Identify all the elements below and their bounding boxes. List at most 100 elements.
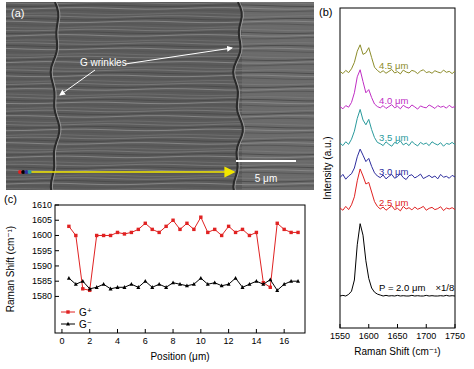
data-point <box>157 231 160 234</box>
series-line <box>340 70 455 109</box>
data-point <box>144 222 147 225</box>
x-tick <box>228 329 229 333</box>
series-label: 4.0 μm <box>379 95 408 106</box>
x-tick-label: 10 <box>196 336 206 346</box>
data-point <box>296 231 299 234</box>
sem-stripe <box>6 89 314 91</box>
sem-stripe <box>6 151 314 153</box>
sem-texture <box>6 2 314 190</box>
x-tick <box>145 329 146 333</box>
legend-marker <box>66 322 70 326</box>
data-point <box>282 282 286 286</box>
x-tick-label: 1650 <box>387 331 407 341</box>
data-point <box>234 231 237 234</box>
x-tick-label: 1750 <box>445 331 465 341</box>
sem-stripe <box>6 162 314 164</box>
sem-stripe <box>6 40 314 42</box>
data-point <box>116 231 119 234</box>
x-tick-label: 4 <box>115 336 120 346</box>
sem-stripe <box>6 51 314 53</box>
data-point <box>268 277 272 281</box>
data-point <box>81 287 84 290</box>
sem-stripe <box>6 148 314 150</box>
x-tick <box>173 329 174 333</box>
sem-stripe <box>6 18 314 20</box>
sem-stripe <box>6 159 314 161</box>
data-point <box>164 285 168 289</box>
data-point <box>150 285 154 289</box>
x-tick-label: 1550 <box>330 331 350 341</box>
data-point <box>171 219 174 222</box>
legend-marker <box>66 310 69 313</box>
data-point <box>88 287 92 291</box>
sem-stripe <box>6 164 314 166</box>
y-tick <box>55 250 59 251</box>
data-point <box>192 228 195 231</box>
data-point <box>199 276 203 280</box>
data-point <box>185 222 188 225</box>
sem-stripe <box>6 13 314 15</box>
data-point <box>95 285 99 289</box>
data-point <box>67 276 71 280</box>
data-point <box>199 215 202 218</box>
arrow <box>60 70 95 95</box>
data-point <box>213 228 216 231</box>
x-tick <box>200 329 201 333</box>
x-tick <box>117 329 118 333</box>
legend: G⁺G⁻ <box>61 307 92 330</box>
data-point <box>227 225 230 228</box>
x-tick <box>256 329 257 333</box>
data-point <box>213 281 217 285</box>
y-tick-label: 1600 <box>32 230 52 240</box>
data-point <box>178 228 181 231</box>
x-tick <box>340 324 341 328</box>
data-point <box>95 234 98 237</box>
data-point <box>151 228 154 231</box>
data-point <box>206 231 209 234</box>
series-line <box>340 149 455 179</box>
data-point <box>289 279 293 283</box>
data-point <box>116 285 120 289</box>
y-tick-label: 1580 <box>32 291 52 301</box>
sem-stripe <box>6 45 314 47</box>
series-label: 3.5 μm <box>379 132 408 143</box>
sem-stripe <box>6 99 314 101</box>
series-line <box>340 45 455 74</box>
data-point <box>220 234 223 237</box>
sem-stripe <box>6 16 314 18</box>
y-tick-label: 1610 <box>32 200 52 210</box>
annotation: ×1/8 <box>435 282 454 293</box>
data-point <box>185 284 189 288</box>
series-label: P = 2.0 μm <box>379 282 425 293</box>
x-tick-label: 8 <box>171 336 176 346</box>
plot-frame <box>340 8 455 328</box>
sem-stripe <box>6 27 314 29</box>
sem-stripe <box>6 91 314 93</box>
scan-line <box>22 171 234 173</box>
y-axis-label: Intensity (a.u.) <box>322 136 333 199</box>
x-tick-label: 6 <box>143 336 148 346</box>
data-point <box>122 285 126 289</box>
x-tick-label: 14 <box>251 336 261 346</box>
x-tick-label: 0 <box>59 336 64 346</box>
panel-chart: 0246810121416158015851590159516001605161… <box>4 193 305 362</box>
sem-stripe <box>6 8 314 10</box>
sem-stripe <box>6 102 314 104</box>
data-point <box>255 231 258 234</box>
sem-stripe <box>6 32 314 34</box>
sem-stripe <box>6 97 314 99</box>
x-axis-label: Raman Shift (cm⁻¹) <box>354 346 440 357</box>
x-tick-label: 1700 <box>416 331 436 341</box>
x-tick-label: 2 <box>87 336 92 346</box>
sem-stripe <box>6 110 314 112</box>
plot-data <box>67 215 300 292</box>
series-line <box>340 224 455 296</box>
legend-label: G⁻ <box>79 319 92 330</box>
scale-bar <box>236 160 296 162</box>
data-point <box>67 225 70 228</box>
data-point <box>275 288 279 292</box>
x-tick <box>284 329 285 333</box>
data-point <box>248 234 251 237</box>
data-point <box>269 286 272 289</box>
series-label: 4.5 μm <box>379 60 408 71</box>
